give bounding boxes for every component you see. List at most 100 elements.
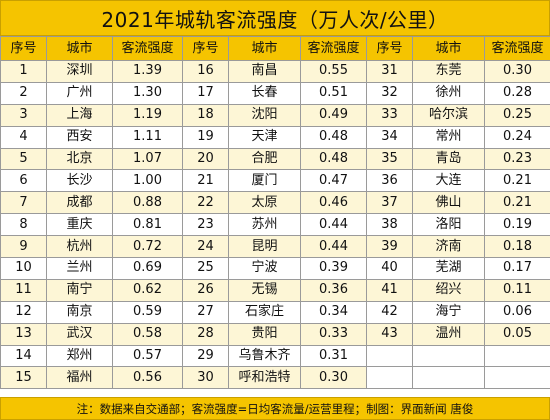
intensity-cell: 1.39	[112, 60, 183, 83]
city-cell: 徐州	[412, 81, 485, 105]
table-row: 15 福州 0.56 30 呼和浩特 0.30	[0, 366, 550, 390]
table-row: 2 广州 1.30 17 长春 0.51 32 徐州 0.28	[0, 81, 550, 105]
rank-cell: 39	[366, 235, 413, 259]
city-cell: 温州	[412, 322, 485, 346]
intensity-cell: 0.59	[112, 300, 183, 324]
city-cell: 洛阳	[412, 213, 485, 237]
city-cell	[412, 344, 485, 368]
city-cell: 天津	[228, 125, 301, 149]
intensity-cell: 0.24	[484, 125, 550, 149]
city-cell: 青岛	[412, 147, 485, 171]
rank-cell: 28	[182, 322, 229, 346]
intensity-cell: 0.30	[300, 366, 367, 390]
city-cell: 宁波	[228, 257, 301, 280]
intensity-cell: 0.58	[112, 322, 183, 346]
rank-cell: 34	[366, 125, 413, 149]
rank-cell: 20	[182, 147, 229, 171]
intensity-cell: 0.47	[300, 169, 367, 193]
intensity-cell: 0.21	[484, 191, 550, 215]
intensity-cell: 0.17	[484, 257, 550, 280]
table-row: 4 西安 1.11 19 天津 0.48 34 常州 0.24	[0, 125, 550, 149]
rank-cell: 11	[0, 278, 47, 302]
table-row: 8 重庆 0.81 23 苏州 0.44 38 洛阳 0.19	[0, 213, 550, 237]
header-cell: 客流强度	[300, 36, 367, 61]
city-cell: 广州	[46, 81, 113, 105]
rank-cell: 13	[0, 322, 47, 346]
intensity-cell: 0.33	[300, 322, 367, 346]
intensity-cell: 0.11	[484, 278, 550, 302]
city-cell: 太原	[228, 191, 301, 215]
table-row: 11 南宁 0.62 26 无锡 0.36 41 绍兴 0.11	[0, 278, 550, 302]
rank-cell: 3	[0, 103, 47, 127]
rank-cell: 40	[366, 257, 413, 280]
intensity-cell: 0.25	[484, 103, 550, 127]
city-cell: 南京	[46, 300, 113, 324]
rank-cell: 43	[366, 322, 413, 346]
table-footnote: 注：数据来自交通部；客流强度=日均客流量/运营里程；制图：界面新闻 唐俊	[0, 397, 550, 420]
city-cell: 成都	[46, 191, 113, 215]
rank-cell: 32	[366, 81, 413, 105]
city-cell	[412, 366, 485, 390]
intensity-cell: 1.11	[112, 125, 183, 149]
rank-cell: 12	[0, 300, 47, 324]
intensity-cell: 0.06	[484, 300, 550, 324]
city-cell: 上海	[46, 103, 113, 127]
rank-cell: 33	[366, 103, 413, 127]
rank-cell: 1	[0, 60, 47, 83]
intensity-cell: 0.69	[112, 257, 183, 280]
rank-cell: 23	[182, 213, 229, 237]
intensity-cell: 0.48	[300, 125, 367, 149]
rank-cell: 30	[182, 366, 229, 390]
rank-cell: 21	[182, 169, 229, 193]
intensity-cell: 1.30	[112, 81, 183, 105]
rank-cell: 38	[366, 213, 413, 237]
intensity-cell: 0.31	[300, 344, 367, 368]
intensity-cell: 1.19	[112, 103, 183, 127]
rank-cell: 42	[366, 300, 413, 324]
intensity-cell	[484, 366, 550, 390]
table-body: 1 深圳 1.39 16 南昌 0.55 31 东莞 0.30 2 广州 1.30 17 长春 0.51 32…	[0, 60, 550, 390]
rank-cell	[366, 344, 413, 368]
rank-cell: 4	[0, 125, 47, 149]
intensity-cell: 0.55	[300, 60, 367, 83]
intensity-cell: 0.21	[484, 169, 550, 193]
header-row: 序号 城市 客流强度 序号 城市 客流强度 序号 城市 客流强度	[0, 36, 550, 61]
intensity-cell: 0.39	[300, 257, 367, 280]
table-title: 2021年城轨客流强度（万人次/公里）	[0, 0, 550, 36]
header-cell: 城市	[228, 36, 301, 61]
rank-cell: 7	[0, 191, 47, 215]
intensity-cell: 0.30	[484, 60, 550, 83]
city-cell: 东莞	[412, 60, 485, 83]
city-cell: 贵阳	[228, 322, 301, 346]
city-cell: 南宁	[46, 278, 113, 302]
city-cell: 济南	[412, 235, 485, 259]
rank-cell: 17	[182, 81, 229, 105]
header-cell: 客流强度	[484, 36, 550, 61]
city-cell: 石家庄	[228, 300, 301, 324]
city-cell: 昆明	[228, 235, 301, 259]
city-cell: 西安	[46, 125, 113, 149]
rank-cell: 22	[182, 191, 229, 215]
city-cell: 兰州	[46, 257, 113, 280]
intensity-cell: 0.56	[112, 366, 183, 390]
header-cell: 城市	[46, 36, 113, 61]
intensity-cell: 0.48	[300, 147, 367, 171]
rank-cell: 10	[0, 257, 47, 280]
rank-cell: 31	[366, 60, 413, 83]
rank-cell	[366, 366, 413, 390]
rank-cell: 19	[182, 125, 229, 149]
intensity-cell: 0.44	[300, 213, 367, 237]
city-cell: 无锡	[228, 278, 301, 302]
intensity-cell: 0.05	[484, 322, 550, 346]
table-row: 6 长沙 1.00 21 厦门 0.47 36 大连 0.21	[0, 169, 550, 193]
rank-cell: 8	[0, 213, 47, 237]
intensity-cell: 0.19	[484, 213, 550, 237]
intensity-cell: 1.07	[112, 147, 183, 171]
city-cell: 哈尔滨	[412, 103, 485, 127]
rank-cell: 5	[0, 147, 47, 171]
table-row: 12 南京 0.59 27 石家庄 0.34 42 海宁 0.06	[0, 300, 550, 324]
city-cell: 沈阳	[228, 103, 301, 127]
city-cell: 重庆	[46, 213, 113, 237]
table-row: 5 北京 1.07 20 合肥 0.48 35 青岛 0.23	[0, 147, 550, 171]
